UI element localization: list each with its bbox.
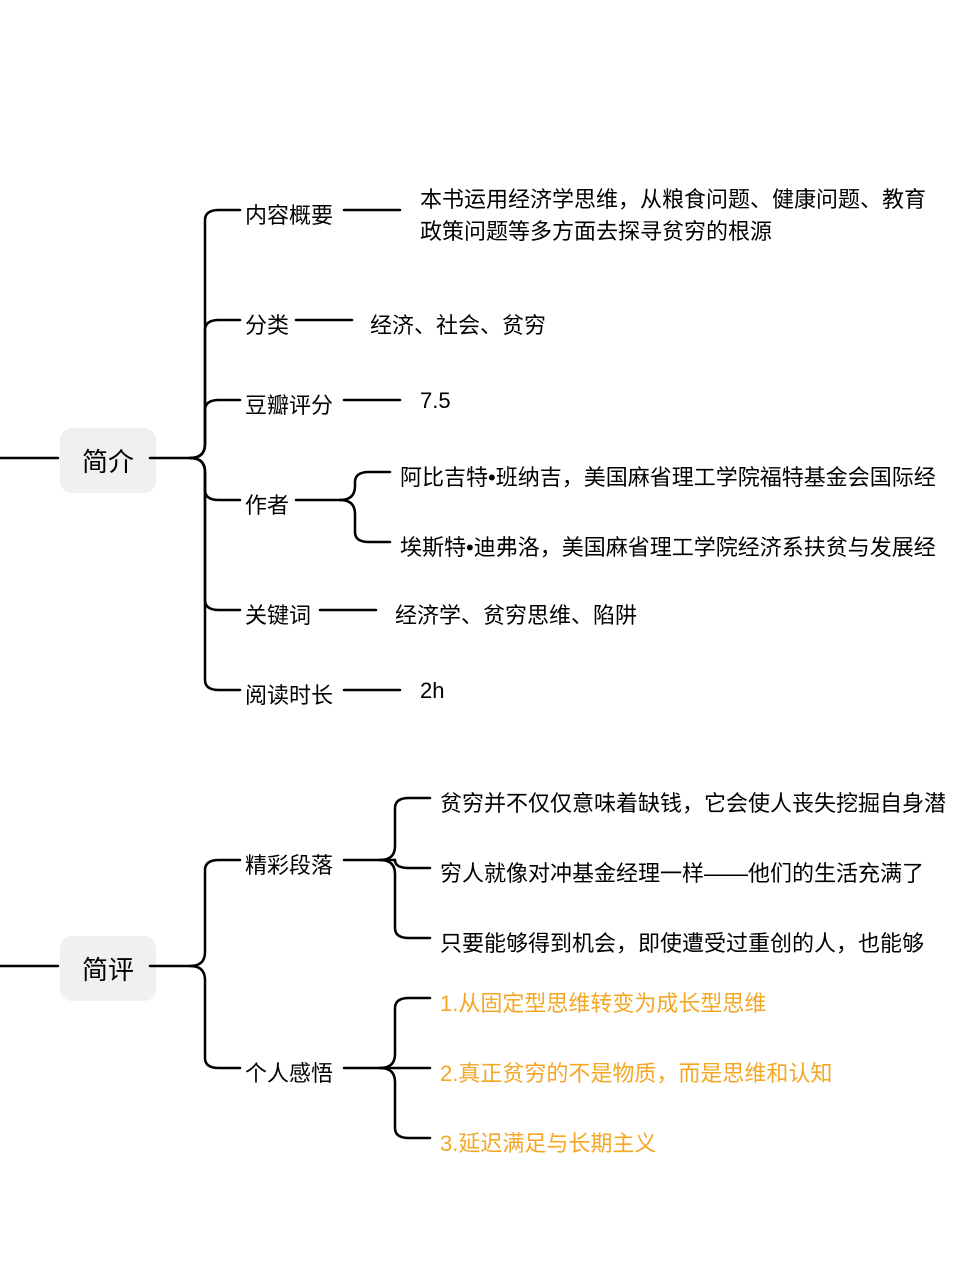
v-thought1: 1.从固定型思维转变为成长型思维 [440, 986, 766, 1018]
l2-highlights: 精彩段落 [245, 848, 333, 880]
v-summary: 本书运用经济学思维，从粮食问题、健康问题、教育政策问题等多方面去探寻贫穷的根源 [420, 184, 960, 248]
l2-readtime: 阅读时长 [245, 678, 333, 710]
l2-keywords: 关键词 [245, 598, 311, 630]
v-highlight2: 穷人就像对冲基金经理一样——他们的生活充满了 [440, 856, 924, 888]
tree1-dash-connectors [0, 180, 960, 1280]
root-review: 简评 [60, 936, 156, 1001]
v-thought2: 2.真正贫穷的不是物质，而是思维和认知 [440, 1056, 832, 1088]
v-author2: 埃斯特•迪弗洛，美国麻省理工学院经济系扶贫与发展经 [400, 530, 936, 562]
v-highlight1: 贫穷并不仅仅意味着缺钱，它会使人丧失挖掘自身潜 [440, 786, 946, 818]
root-review-label: 简评 [82, 955, 134, 985]
v-douban: 7.5 [420, 388, 451, 414]
tree2-root-connector [0, 180, 960, 1280]
v-thought3: 3.延迟满足与长期主义 [440, 1126, 656, 1158]
v-keywords: 经济学、贫穷思维、陷阱 [395, 598, 637, 630]
v-highlight3: 只要能够得到机会，即使遭受过重创的人，也能够 [440, 926, 924, 958]
v-author1: 阿比吉特•班纳吉，美国麻省理工学院福特基金会国际经 [400, 460, 936, 492]
tree1-root-connector [0, 180, 960, 1280]
l2-summary: 内容概要 [245, 198, 333, 230]
l2-thoughts: 个人感悟 [245, 1056, 333, 1088]
l2-category: 分类 [245, 308, 289, 340]
root-intro-label: 简介 [82, 447, 134, 477]
l2-douban: 豆瓣评分 [245, 388, 333, 420]
root-intro: 简介 [60, 428, 156, 493]
l2-author: 作者 [245, 488, 289, 520]
v-category: 经济、社会、贫穷 [370, 308, 546, 340]
tree2-sub-connectors [0, 180, 960, 1280]
v-readtime: 2h [420, 678, 444, 704]
